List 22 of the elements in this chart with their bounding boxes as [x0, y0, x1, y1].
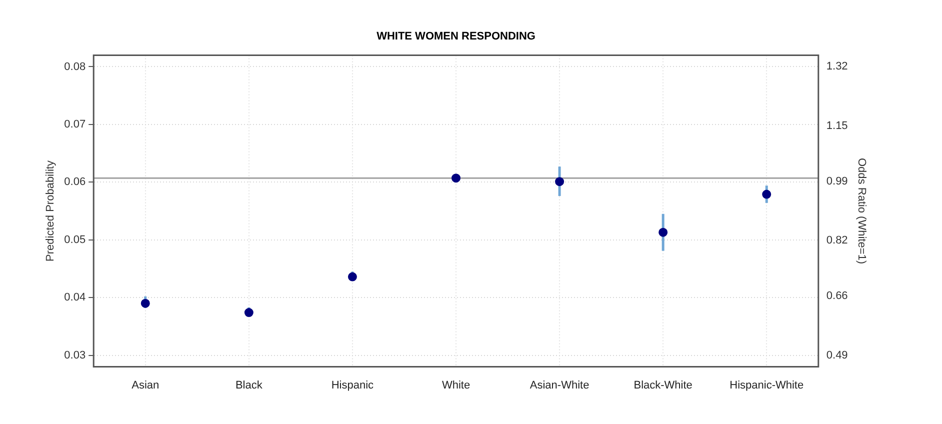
- x-tick-label: Asian-White: [530, 379, 590, 392]
- y-axis-title: Predicted Probability: [44, 160, 57, 262]
- x-tick-label: White: [442, 379, 470, 392]
- y2-tick-label: 1.32: [826, 60, 848, 73]
- y-tick-label: 0.03: [64, 349, 86, 362]
- y2-tick-label: 1.15: [826, 120, 848, 132]
- y2-tick-label: 0.99: [826, 175, 848, 188]
- y2-axis-title: Odds Ratio (White=1): [855, 158, 868, 264]
- chart-title: WHITE WOMEN RESPONDING: [376, 30, 536, 43]
- y-tick-label: 0.07: [64, 118, 86, 130]
- x-tick-label: Black-White: [634, 379, 692, 392]
- x-tick-label: Hispanic-White: [730, 379, 804, 392]
- y2-tick-label: 0.82: [826, 234, 848, 247]
- x-tick-label: Hispanic: [331, 379, 374, 392]
- y2-tick-label: 0.49: [826, 349, 848, 362]
- y2-tick-label: 0.66: [826, 290, 848, 302]
- y-tick-label: 0.04: [64, 292, 86, 304]
- y-tick-label: 0.06: [64, 176, 86, 188]
- y-tick-label: 0.05: [64, 234, 86, 246]
- x-tick-label: Asian: [132, 379, 160, 392]
- y-tick-label: 0.08: [64, 60, 86, 73]
- x-tick-label: Black: [235, 379, 263, 392]
